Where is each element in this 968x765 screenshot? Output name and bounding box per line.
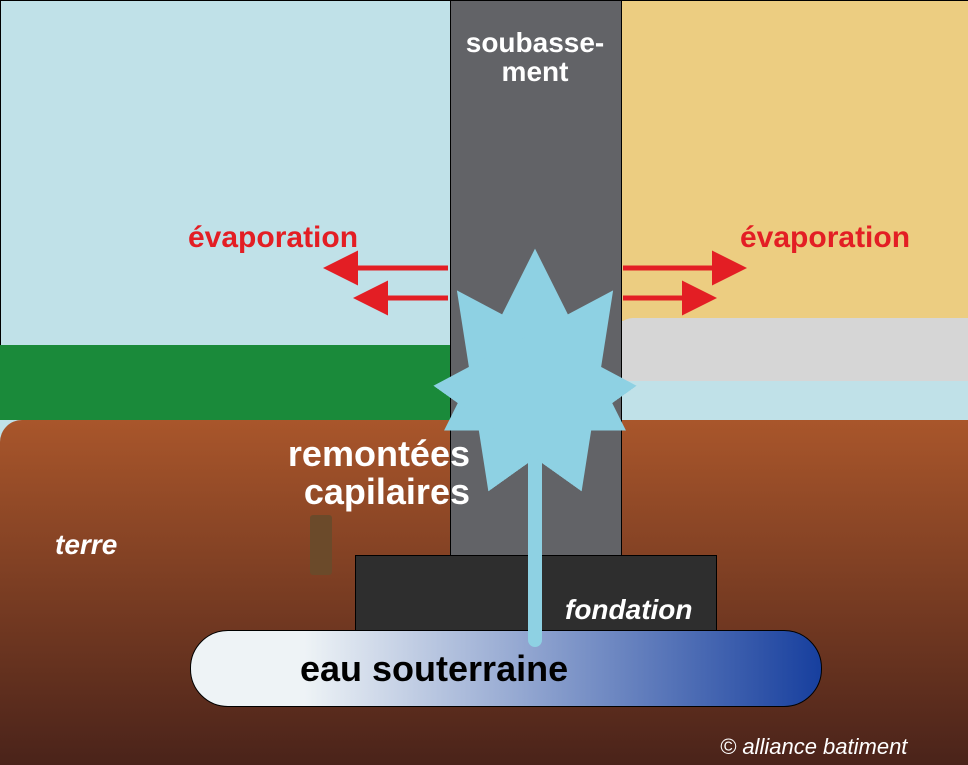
label-copyright: © alliance batiment: [720, 735, 907, 758]
label-evaporation-right: évaporation: [740, 222, 910, 254]
label-soubassement: soubasse- ment: [466, 28, 605, 87]
label-terre: terre: [55, 530, 117, 559]
label-fondation: fondation: [565, 595, 693, 624]
diagram-stage: soubasse- ment évaporation évaporation r…: [0, 0, 968, 765]
label-remontees-capilaires: remontées capilaires: [270, 435, 470, 511]
label-eau-souterraine: eau souterraine: [300, 650, 568, 688]
label-evaporation-left: évaporation: [188, 222, 358, 254]
